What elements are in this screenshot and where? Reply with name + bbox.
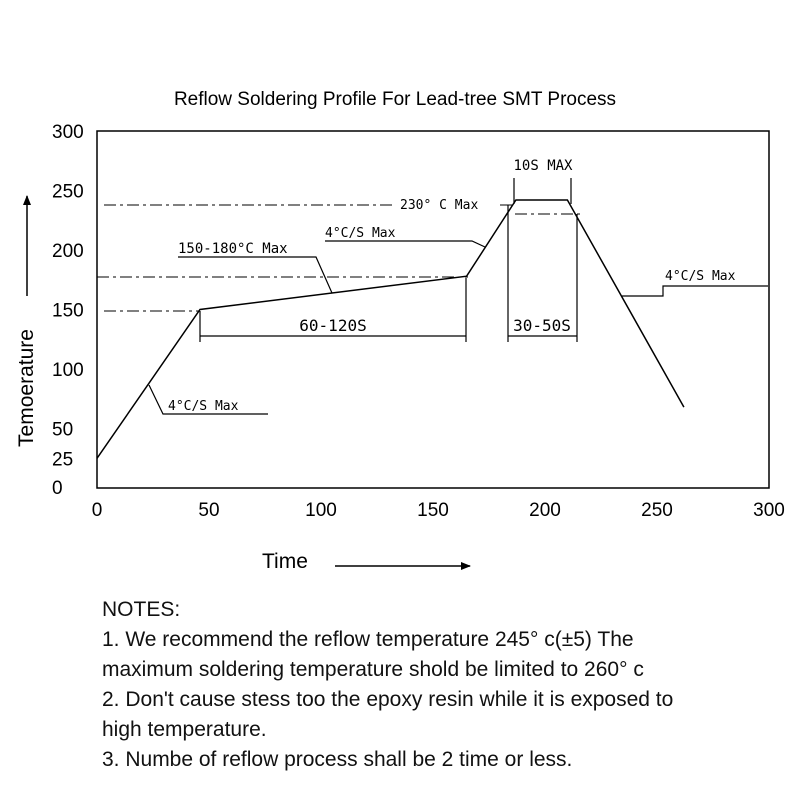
y-tick-label: 100 bbox=[52, 360, 84, 381]
notes-section: NOTES: 1. We recommend the reflow temper… bbox=[102, 595, 792, 775]
y-tick-label: 250 bbox=[52, 182, 84, 203]
notes-line: 1. We recommend the reflow temperature 2… bbox=[102, 628, 634, 651]
x-tick-label: 200 bbox=[529, 500, 561, 521]
chart-title: Reflow Soldering Profile For Lead-tree S… bbox=[174, 89, 616, 110]
x-tick-label: 0 bbox=[92, 500, 103, 521]
y-tick-label: 0 bbox=[52, 478, 63, 499]
x-tick-label: 50 bbox=[198, 500, 219, 521]
x-axis-title: Time bbox=[262, 550, 308, 573]
y-tick-label: 300 bbox=[52, 122, 84, 143]
x-tick-label: 150 bbox=[417, 500, 449, 521]
annotation-ramp-up: 4°C/S Max bbox=[168, 399, 239, 414]
leader-preheat-ramp bbox=[178, 256, 333, 294]
y-tick-label: 25 bbox=[52, 449, 73, 470]
temperature-profile-line bbox=[96, 199, 685, 459]
x-tick-label: 100 bbox=[305, 500, 337, 521]
x-tick-label: 300 bbox=[753, 500, 785, 521]
y-axis-title: Temoerature bbox=[15, 329, 38, 447]
leader-peak-ramp bbox=[325, 240, 486, 248]
annotation-preheat-time: 60-120S bbox=[299, 316, 366, 335]
annotation-liquidus-time: 30-50S bbox=[513, 316, 571, 335]
y-tick-label: 200 bbox=[52, 241, 84, 262]
annotation-peak-time: 10S MAX bbox=[513, 158, 573, 174]
annotation-preheat: 150-180°C Max bbox=[178, 241, 288, 257]
notes-heading: NOTES: bbox=[102, 598, 181, 621]
x-tick-label: 250 bbox=[641, 500, 673, 521]
annotation-peak-limit: 230° C Max bbox=[400, 198, 478, 213]
notes-line: 2. Don't cause stess too the epoxy resin… bbox=[102, 688, 674, 711]
leader-cool-down bbox=[622, 285, 768, 297]
y-tick-label: 150 bbox=[52, 301, 84, 322]
dimension-lines bbox=[148, 178, 768, 415]
leader-ramp-up bbox=[148, 384, 268, 415]
y-tick-label: 50 bbox=[52, 420, 73, 441]
x-axis-ticks: 0 50 100 150 200 250 300 bbox=[92, 500, 785, 521]
notes-line: high temperature. bbox=[102, 718, 267, 741]
notes-line: maximum soldering temperature shold be l… bbox=[102, 658, 644, 681]
reference-lines bbox=[97, 204, 580, 312]
y-axis-ticks: 0 25 50 100 150 200 250 300 bbox=[52, 122, 84, 499]
annotation-cool-down: 4°C/S Max bbox=[665, 269, 736, 284]
plot-frame bbox=[96, 130, 770, 489]
notes-line: 3. Numbe of reflow process shall be 2 ti… bbox=[102, 748, 573, 771]
annotation-preheat-ramp: 4°C/S Max bbox=[325, 226, 396, 241]
